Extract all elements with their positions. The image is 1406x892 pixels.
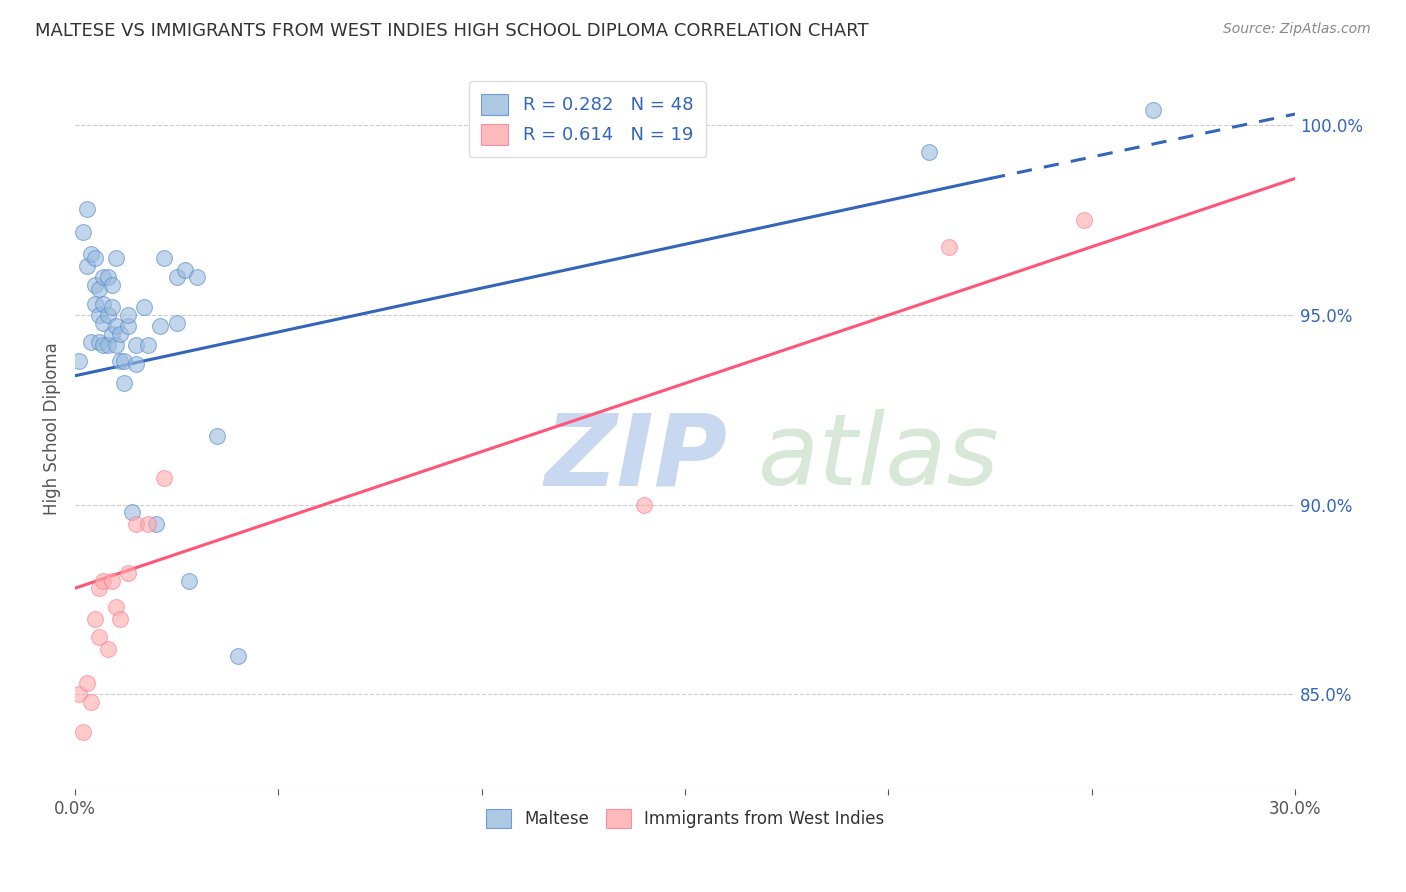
- Point: [104, 319, 127, 334]
- Point: [108, 611, 131, 625]
- Point: [117, 319, 139, 334]
- Point: [938, 240, 960, 254]
- Point: [89, 334, 111, 349]
- Point: [100, 277, 122, 292]
- Point: [173, 262, 195, 277]
- Point: [166, 316, 188, 330]
- Y-axis label: High School Diploma: High School Diploma: [44, 343, 60, 516]
- Point: [89, 308, 111, 322]
- Point: [100, 326, 122, 341]
- Point: [117, 566, 139, 580]
- Point: [226, 649, 249, 664]
- Point: [93, 574, 115, 588]
- Point: [153, 251, 176, 265]
- Point: [84, 611, 107, 625]
- Point: [80, 247, 103, 261]
- Point: [108, 353, 131, 368]
- Point: [67, 353, 90, 368]
- Point: [72, 725, 94, 739]
- Point: [186, 270, 208, 285]
- Point: [89, 581, 111, 595]
- Point: [76, 259, 98, 273]
- Point: [100, 574, 122, 588]
- Point: [89, 631, 111, 645]
- Point: [112, 376, 135, 391]
- Point: [89, 281, 111, 295]
- Point: [177, 574, 200, 588]
- Point: [1142, 103, 1164, 118]
- Point: [96, 641, 118, 656]
- Point: [93, 338, 115, 352]
- Point: [76, 676, 98, 690]
- Point: [80, 695, 103, 709]
- Point: [136, 516, 159, 531]
- Point: [104, 600, 127, 615]
- Point: [207, 429, 229, 443]
- Point: [80, 334, 103, 349]
- Point: [153, 471, 176, 485]
- Point: [100, 301, 122, 315]
- Point: [121, 505, 143, 519]
- Legend: Maltese, Immigrants from West Indies: Maltese, Immigrants from West Indies: [479, 803, 891, 835]
- Point: [67, 687, 90, 701]
- Point: [104, 251, 127, 265]
- Text: atlas: atlas: [758, 409, 1000, 506]
- Point: [84, 251, 107, 265]
- Point: [84, 277, 107, 292]
- Point: [166, 270, 188, 285]
- Point: [136, 338, 159, 352]
- Point: [93, 316, 115, 330]
- Point: [96, 270, 118, 285]
- Point: [112, 353, 135, 368]
- Point: [149, 319, 172, 334]
- Point: [93, 296, 115, 310]
- Point: [72, 225, 94, 239]
- Point: [134, 301, 156, 315]
- Point: [84, 296, 107, 310]
- Point: [918, 145, 941, 159]
- Point: [125, 338, 148, 352]
- Point: [104, 338, 127, 352]
- Point: [117, 308, 139, 322]
- Point: [633, 498, 655, 512]
- Point: [1073, 213, 1095, 227]
- Text: MALTESE VS IMMIGRANTS FROM WEST INDIES HIGH SCHOOL DIPLOMA CORRELATION CHART: MALTESE VS IMMIGRANTS FROM WEST INDIES H…: [35, 22, 869, 40]
- Text: ZIP: ZIP: [544, 409, 728, 506]
- Point: [108, 326, 131, 341]
- Point: [96, 338, 118, 352]
- Point: [76, 202, 98, 216]
- Text: Source: ZipAtlas.com: Source: ZipAtlas.com: [1223, 22, 1371, 37]
- Point: [125, 358, 148, 372]
- Point: [96, 308, 118, 322]
- Point: [93, 270, 115, 285]
- Point: [125, 516, 148, 531]
- Point: [145, 516, 167, 531]
